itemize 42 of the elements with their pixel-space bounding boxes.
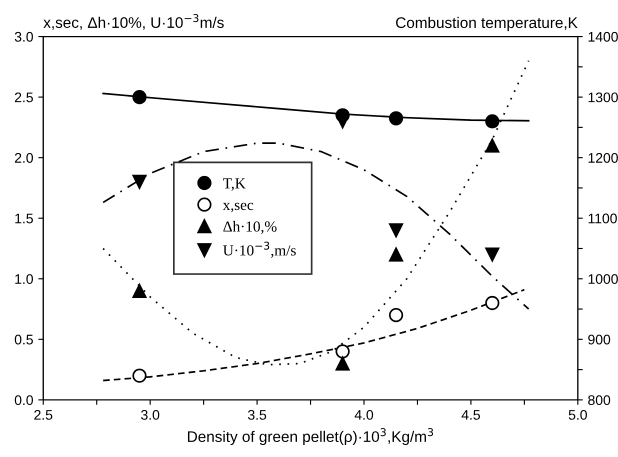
point — [485, 114, 500, 128]
y2-tick-label: 1100 — [588, 214, 617, 224]
point — [485, 138, 500, 153]
y-tick-label: 1.5 — [15, 214, 33, 224]
y-tick-label: 2.5 — [14, 92, 33, 102]
point — [336, 356, 350, 371]
y-tick-label: 0.0 — [14, 395, 33, 406]
point — [132, 90, 147, 104]
y-tick-label: 1.0 — [15, 274, 33, 284]
y2-tick-label: 1400 — [588, 32, 618, 42]
point — [132, 368, 147, 383]
y2-axis-title: Combustion temperature,K — [396, 16, 578, 32]
y-tick-label: 3.0 — [14, 32, 33, 42]
x-axis-title: Density of green pellet(ρ)·10$^{3}$,Kg/m$^{3}$ — [188, 428, 434, 446]
point — [485, 247, 500, 262]
y2-tick-label: 1000 — [588, 274, 618, 284]
x-tick-label: 4.5 — [462, 410, 480, 420]
y-axis-title: x,sec, Δh·10%, U·10$^{−3}$m/s — [43, 14, 224, 30]
legend-label: U·10$^{−3}$,m/s — [223, 242, 296, 258]
y-tick-label: 2.0 — [14, 153, 33, 163]
point — [388, 223, 404, 238]
point — [336, 344, 350, 359]
x-tick-label: 4.0 — [354, 410, 374, 420]
x-tick-label: 2.5 — [34, 410, 52, 420]
x-tick-label: 3.0 — [141, 410, 160, 420]
y-tick-label: 0.5 — [14, 334, 33, 344]
point — [336, 114, 350, 128]
point — [388, 308, 404, 322]
legend-label: Δh·10,% — [223, 220, 277, 234]
point — [485, 296, 500, 310]
point — [132, 284, 147, 298]
y2-tick-label: 1200 — [588, 153, 618, 163]
legend-label: T,K — [223, 178, 246, 191]
x-tick-label: 3.5 — [248, 410, 266, 420]
point — [388, 111, 404, 126]
point — [388, 247, 404, 262]
y2-tick-label: 1300 — [588, 92, 618, 102]
point — [132, 174, 147, 189]
y2-tick-label: 800 — [588, 395, 610, 406]
legend-label: x,sec — [222, 202, 254, 212]
y2-tick-label: 900 — [588, 334, 610, 344]
x-tick-label: 5.0 — [568, 410, 587, 420]
